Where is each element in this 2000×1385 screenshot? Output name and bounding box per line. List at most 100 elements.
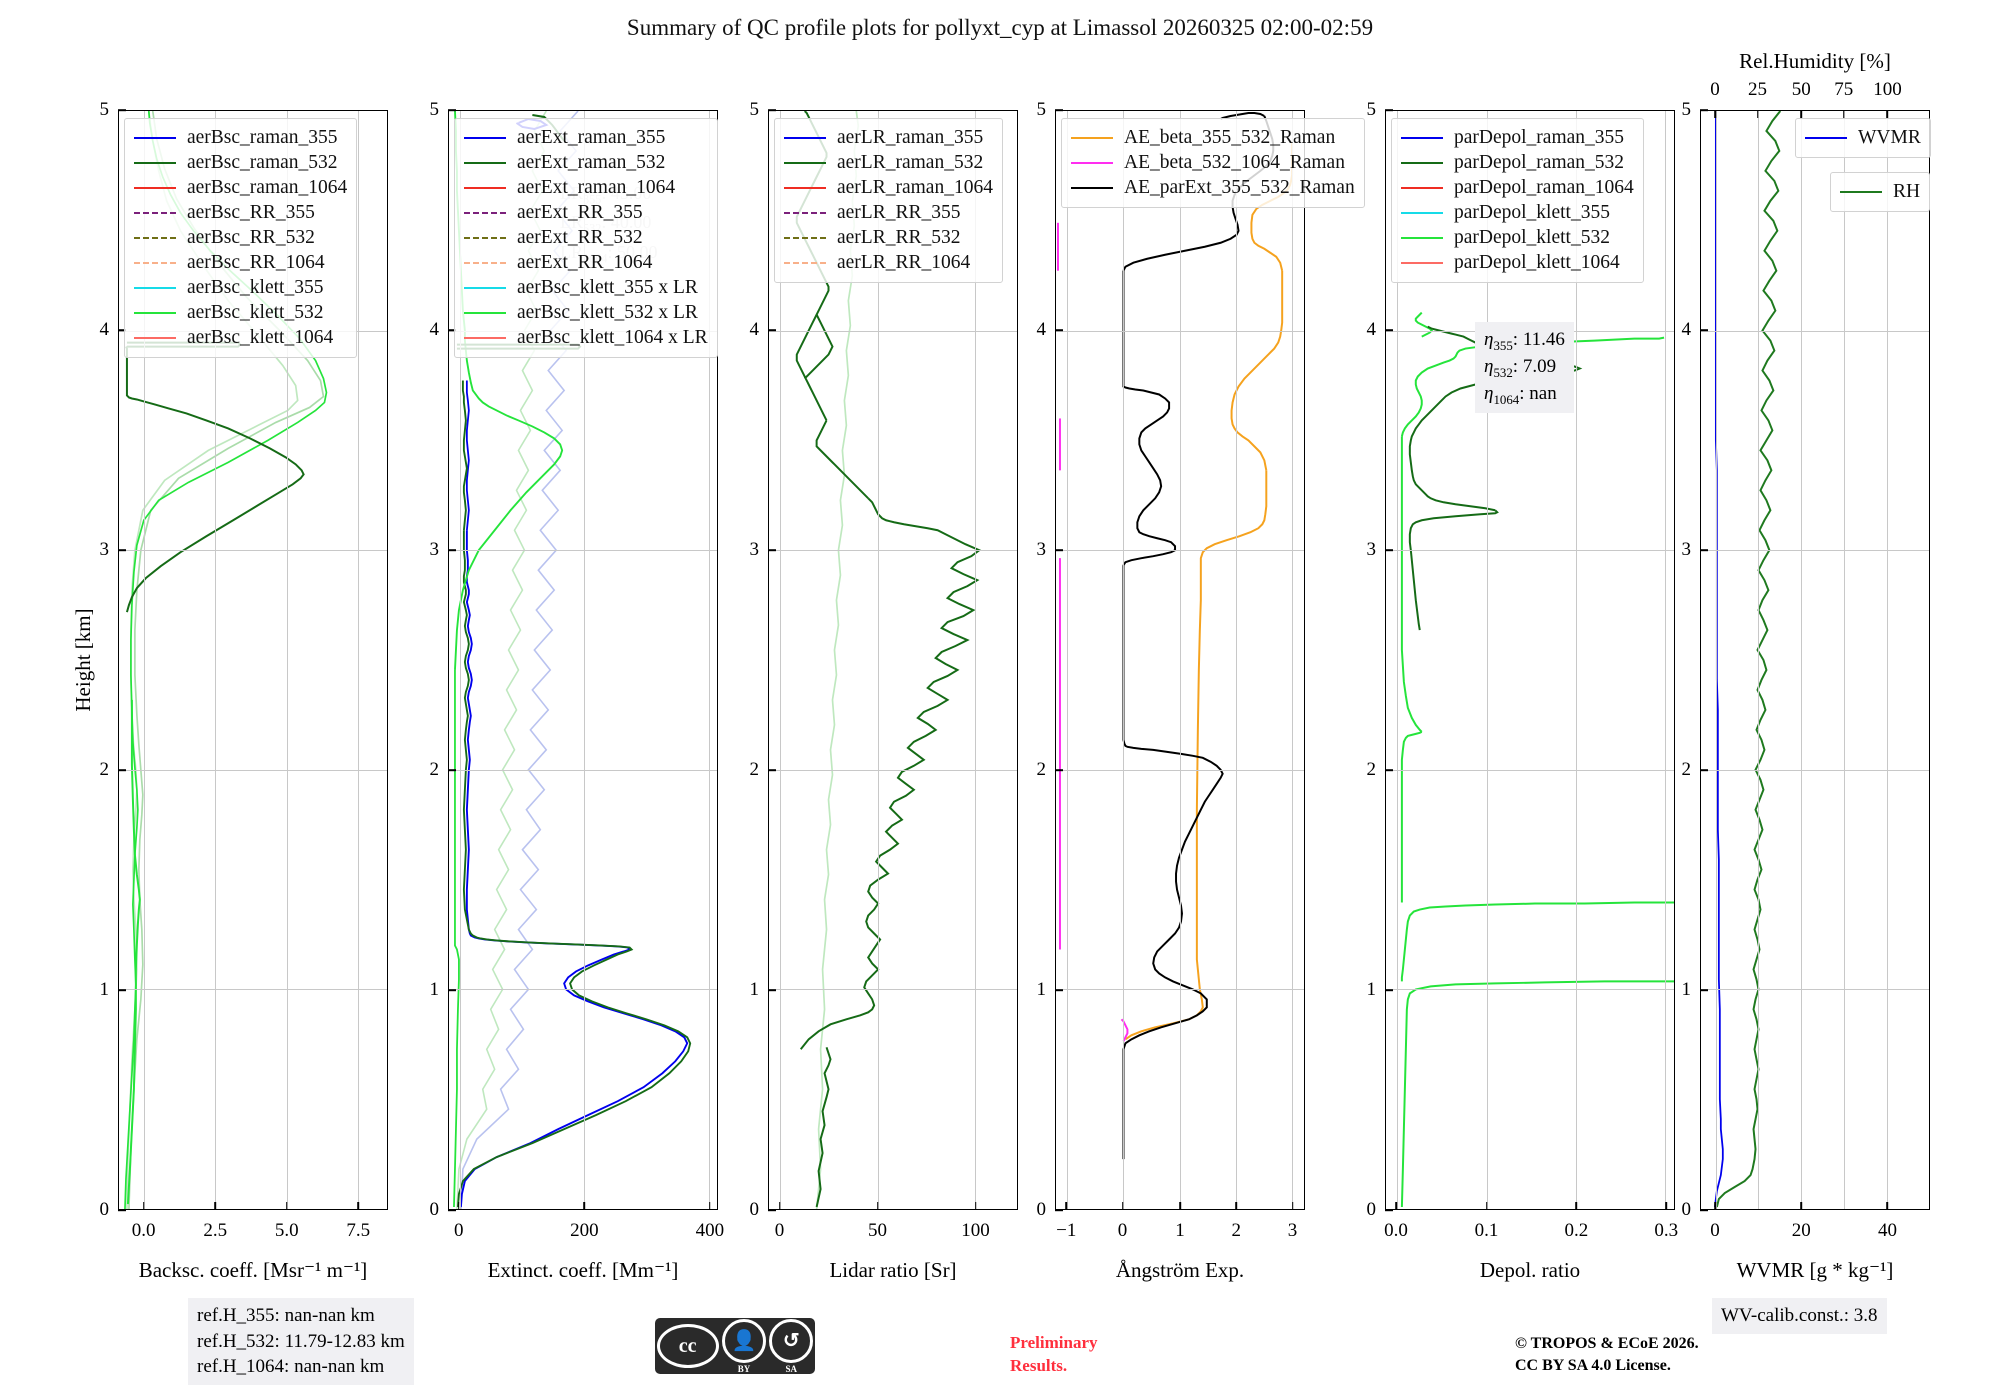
panel-backscatter: Height [km] 0 1 [71, 99, 388, 1282]
legend-item[interactable]: aerBsc_raman_1064 [134, 175, 347, 200]
legend-wvmr[interactable]: WVMR [1795, 118, 1931, 158]
legend-swatch [134, 311, 176, 314]
legend-lidar-ratio[interactable]: aerLR_raman_355 aerLR_raman_532 aerLR_ra… [774, 118, 1003, 283]
panel-extinction: 0 1 2 3 4 5 0 200 400 Extinct. coeff. [M… [429, 99, 725, 1282]
legend-backscatter[interactable]: aerBsc_raman_355 aerBsc_raman_532 aerBsc… [124, 118, 358, 358]
legend-swatch [784, 236, 826, 239]
legend-swatch [1805, 136, 1847, 139]
legend-label: aerBsc_klett_1064 x LR [517, 326, 708, 348]
legend-extinction[interactable]: aerExt_raman_355 aerExt_raman_532 aerExt… [454, 118, 718, 358]
plot-area-angstrom [1055, 110, 1305, 1210]
legend-item[interactable]: parDepol_klett_355 [1401, 200, 1634, 225]
legend-item[interactable]: parDepol_klett_1064 [1401, 250, 1634, 275]
legend-item[interactable]: aerBsc_klett_1064 [134, 325, 347, 350]
legend-item[interactable]: aerExt_raman_1064 [464, 175, 708, 200]
legend-swatch [784, 186, 826, 189]
legend-rh[interactable]: RH [1830, 172, 1931, 212]
legend-label: aerBsc_RR_532 [187, 226, 315, 248]
legend-item[interactable]: aerBsc_klett_532 x LR [464, 300, 708, 325]
legend-item[interactable]: aerBsc_klett_1064 x LR [464, 325, 708, 350]
legend-swatch [134, 336, 176, 339]
legend-label: aerExt_raman_1064 [517, 176, 676, 198]
legend-swatch [464, 136, 506, 139]
legend-item[interactable]: aerLR_RR_355 [784, 200, 993, 225]
legend-swatch [134, 136, 176, 139]
legend-label: aerExt_raman_355 [517, 126, 666, 148]
legend-item[interactable]: aerBsc_raman_532 [134, 150, 347, 175]
legend-item[interactable]: parDepol_raman_1064 [1401, 175, 1634, 200]
preliminary-notice: Preliminary Results. [1010, 1333, 1098, 1375]
legend-swatch [134, 261, 176, 264]
legend-item[interactable]: RH [1840, 179, 1920, 204]
legend-swatch [784, 261, 826, 264]
legend-item[interactable]: aerBsc_RR_355 [134, 200, 347, 225]
legend-item[interactable]: AE_beta_532_1064_Raman [1071, 150, 1355, 175]
ref-height-1064: ref.H_1064: nan-nan km [197, 1356, 385, 1378]
legend-item[interactable]: aerExt_RR_355 [464, 200, 708, 225]
legend-swatch [784, 136, 826, 139]
x-axis-label-depol-ratio: Depol. ratio [1479, 1258, 1581, 1282]
legend-swatch [1071, 161, 1113, 164]
legend-swatch [1071, 186, 1113, 189]
legend-label: aerBsc_klett_532 [187, 301, 324, 323]
legend-swatch [1401, 211, 1443, 214]
legend-item[interactable]: aerLR_raman_1064 [784, 175, 993, 200]
legend-swatch [1071, 136, 1113, 139]
legend-swatch [1401, 236, 1443, 239]
legend-label: aerBsc_raman_1064 [187, 176, 348, 198]
legend-label: WVMR [1858, 126, 1921, 148]
legend-label: parDepol_klett_532 [1454, 226, 1610, 248]
creative-commons-badge[interactable]: cc 👤 BY ↺ SA [655, 1318, 815, 1374]
legend-swatch [464, 211, 506, 214]
legend-swatch [784, 211, 826, 214]
plot-area-wvmr [1700, 110, 1930, 1210]
legend-item[interactable]: aerBsc_klett_355 x LR [464, 275, 708, 300]
person-icon: 👤 [721, 1318, 766, 1363]
legend-label: aerBsc_RR_1064 [187, 251, 325, 273]
legend-item[interactable]: aerExt_raman_355 [464, 125, 708, 150]
legend-depol-ratio[interactable]: parDepol_raman_355 parDepol_raman_532 pa… [1391, 118, 1644, 283]
wv-calib-value: WV-calib.const.: 3.8 [1721, 1305, 1878, 1326]
legend-item[interactable]: aerLR_raman_355 [784, 125, 993, 150]
legend-label: aerBsc_klett_532 x LR [517, 301, 698, 323]
legend-item[interactable]: aerLR_raman_532 [784, 150, 993, 175]
top-axis-label-rh: Rel.Humidity [%] [1739, 49, 1891, 73]
ref-height-355: ref.H_355: nan-nan km [197, 1305, 375, 1326]
legend-item[interactable]: aerExt_RR_1064 [464, 250, 708, 275]
legend-label: parDepol_raman_532 [1454, 151, 1625, 173]
legend-item[interactable]: aerExt_RR_532 [464, 225, 708, 250]
legend-label: aerBsc_klett_355 [187, 276, 324, 298]
legend-item[interactable]: AE_beta_355_532_Raman [1071, 125, 1355, 150]
legend-item[interactable]: parDepol_klett_532 [1401, 225, 1634, 250]
legend-item[interactable]: aerBsc_raman_355 [134, 125, 347, 150]
legend-label: aerBsc_klett_355 x LR [517, 276, 698, 298]
legend-item[interactable]: aerBsc_RR_1064 [134, 250, 347, 275]
legend-item[interactable]: aerBsc_RR_532 [134, 225, 347, 250]
legend-item[interactable]: aerBsc_klett_355 [134, 275, 347, 300]
legend-swatch [464, 286, 506, 289]
legend-label: aerLR_RR_355 [837, 201, 961, 223]
legend-label: AE_beta_532_1064_Raman [1124, 151, 1345, 173]
legend-item[interactable]: WVMR [1805, 125, 1921, 150]
legend-item[interactable]: aerExt_raman_532 [464, 150, 708, 175]
legend-item[interactable]: aerBsc_klett_532 [134, 300, 347, 325]
legend-swatch [1401, 136, 1443, 139]
legend-swatch [1401, 161, 1443, 164]
x-axis-label-angstrom: Ångström Exp. [1115, 1258, 1245, 1282]
x-axis-label-wvmr: WVMR [g * kg⁻¹] [1736, 1258, 1894, 1282]
legend-item[interactable]: parDepol_raman_355 [1401, 125, 1634, 150]
legend-item[interactable]: aerLR_RR_1064 [784, 250, 993, 275]
legend-item[interactable]: parDepol_raman_532 [1401, 150, 1634, 175]
legend-item[interactable]: aerLR_RR_532 [784, 225, 993, 250]
legend-swatch [134, 211, 176, 214]
legend-swatch [464, 186, 506, 189]
ref-height-532: ref.H_532: 11.79-12.83 km [197, 1330, 405, 1352]
panel-depol-ratio: 0 1 2 3 4 5 0.0 0.1 0.2 0.3 Depol. ratio… [1366, 99, 1679, 1282]
x-axis-label-lidar-ratio: Lidar ratio [Sr] [829, 1258, 957, 1282]
legend-label: AE_parExt_355_532_Raman [1124, 176, 1355, 198]
wvmr-curves [1713, 111, 1782, 1208]
legend-angstrom[interactable]: AE_beta_355_532_Raman AE_beta_532_1064_R… [1061, 118, 1365, 208]
legend-item[interactable]: AE_parExt_355_532_Raman [1071, 175, 1355, 200]
legend-label: AE_beta_355_532_Raman [1124, 126, 1336, 148]
legend-label: aerLR_RR_532 [837, 226, 961, 248]
